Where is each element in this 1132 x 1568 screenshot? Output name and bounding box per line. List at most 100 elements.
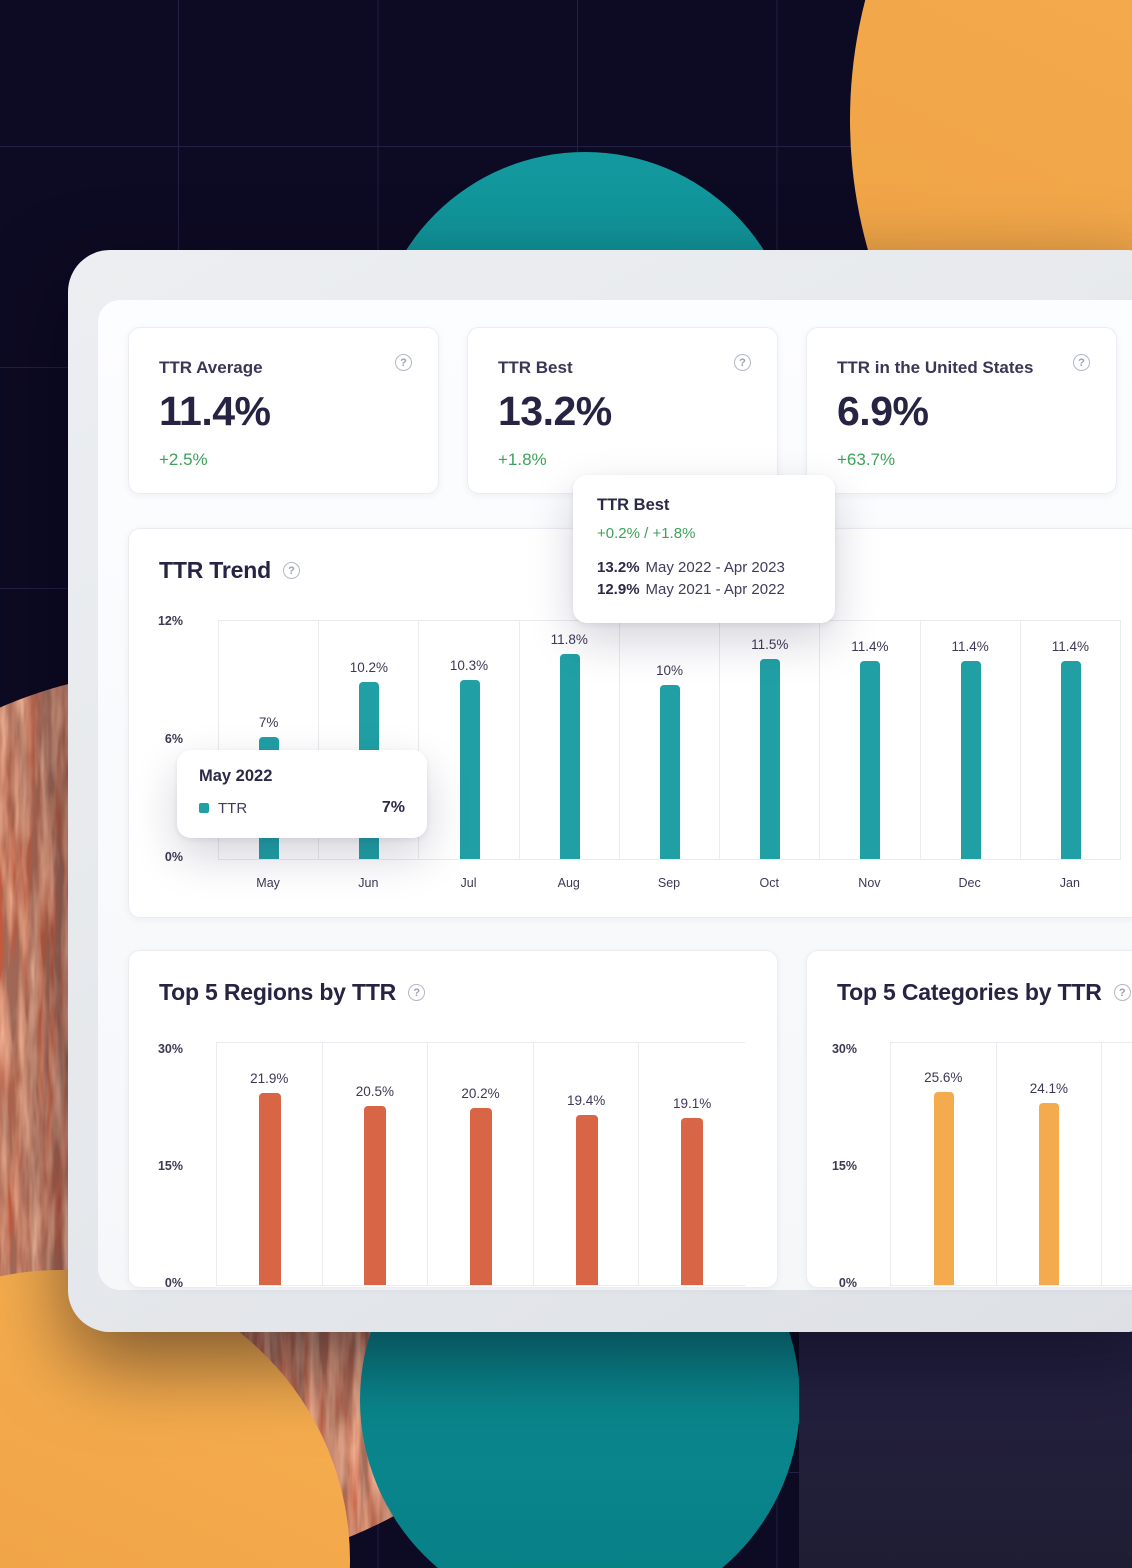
category-label: Jun [358, 876, 379, 890]
stat-value: 11.4% [159, 388, 271, 434]
help-icon[interactable]: ? [408, 984, 426, 1001]
axis-tick-label: 0% [164, 850, 183, 864]
chart-bar[interactable] [659, 685, 680, 859]
tooltip-value: 7% [381, 799, 405, 816]
history-period: May 2022 - Apr 2023 [645, 559, 785, 576]
axis-tick-label: 30% [157, 1042, 183, 1056]
ttr-series-swatch-icon [199, 803, 209, 813]
tooltip-history: 13.2% May 2022 - Apr 2023 12.9% May 2021 -… [597, 557, 811, 601]
chart-column: 10% [619, 621, 721, 859]
chart-column: 20.2% [428, 1043, 534, 1285]
chart-plot-top_categories: 25.6% 24.1% [890, 1042, 1132, 1286]
chart-bar[interactable] [258, 1093, 281, 1285]
category-label: Aug [557, 876, 580, 890]
history-value: 12.9% [597, 581, 640, 598]
axis-tick-label: 0% [838, 1276, 857, 1290]
chart-column [1102, 1043, 1132, 1285]
chart-bar[interactable] [960, 660, 981, 859]
bar-value-label: 11.8% [550, 631, 588, 647]
help-icon[interactable]: ? [395, 354, 412, 371]
chart-column: 19.4% [533, 1043, 640, 1285]
bar-value-label: 11.4% [951, 638, 989, 654]
chart-column: 19.1% [639, 1043, 745, 1285]
category-label: May [256, 876, 280, 890]
chart-column: 21.9% [217, 1043, 323, 1285]
stat-title: TTR Best [498, 358, 573, 377]
history-row: 12.9% May 2021 - Apr 2022 [597, 579, 811, 601]
navy-accent-square [799, 1332, 1132, 1568]
tooltip-title: May 2022 [199, 767, 273, 785]
chart-bar[interactable] [469, 1108, 492, 1285]
tooltip-change: +0.2% / +1.8% [597, 525, 696, 542]
chart-bar[interactable] [760, 658, 781, 859]
category-label: Jan [1059, 876, 1080, 890]
chart-bar[interactable] [933, 1091, 954, 1285]
bar-value-label: 11.5% [751, 636, 789, 652]
stat-card-ttr-average: TTR Average ? 11.4% +2.5% [128, 327, 439, 494]
chart-bar[interactable] [575, 1115, 598, 1285]
bar-value-label: 10% [655, 663, 683, 678]
axis-tick-label: 0% [164, 1276, 183, 1290]
chart-column: 11.4% [1020, 621, 1121, 859]
stat-change-badge: +1.8% [498, 450, 547, 469]
axis-tick-label: 30% [831, 1042, 857, 1056]
section-title-text: Top 5 Categories by TTR [837, 979, 1102, 1005]
chart-bar[interactable] [559, 653, 580, 859]
bar-value-label: 25.6% [924, 1069, 963, 1085]
bar-value-label: 24.1% [1029, 1081, 1069, 1097]
bar-value-label: 19.1% [673, 1095, 712, 1111]
history-row: 13.2% May 2022 - Apr 2023 [597, 557, 811, 579]
category-label: Sep [657, 876, 681, 890]
bar-value-label: 20.5% [355, 1083, 395, 1099]
tooltip-row: TTR 7% [199, 799, 405, 817]
stat-card-ttr-best: TTR Best ? 13.2% +1.8% [467, 327, 778, 494]
chart-bar[interactable] [459, 679, 480, 859]
stat-title: TTR in the United States [837, 358, 1034, 377]
bar-value-label: 10.2% [349, 659, 388, 675]
chart-column: 20.5% [322, 1043, 429, 1285]
tooltip-title: TTR Best [597, 496, 670, 514]
trend-bar-tooltip: May 2022 TTR 7% [177, 750, 427, 838]
category-label: Jul [460, 876, 477, 890]
chart-column: 11.5% [720, 621, 821, 859]
axis-tick-label: 12% [157, 614, 183, 628]
help-icon[interactable]: ? [1113, 984, 1131, 1001]
stat-value: 6.9% [837, 388, 929, 434]
section-title-text: Top 5 Regions by TTR [159, 979, 397, 1005]
section-title-regions: Top 5 Regions by TTR ? [159, 979, 426, 1006]
section-title-trend: TTR Trend ? [159, 557, 300, 584]
history-period: May 2021 - Apr 2022 [645, 581, 785, 598]
help-icon[interactable]: ? [1073, 354, 1090, 371]
chart-bar[interactable] [1039, 1103, 1060, 1285]
bar-value-label: 7% [258, 715, 279, 731]
chart-column: 24.1% [996, 1043, 1103, 1285]
section-title-text: TTR Trend [159, 557, 271, 583]
chart-column: 10.3% [419, 621, 520, 859]
stat-card-ttr-us: TTR in the United States ? 6.9% +63.7% [806, 327, 1117, 494]
ttr-best-tooltip: TTR Best +0.2% / +1.8% 13.2% May 2022 - A… [573, 475, 835, 623]
bar-value-label: 10.3% [449, 657, 489, 673]
axis-tick-label: 6% [164, 732, 183, 746]
stat-title: TTR Average [159, 358, 263, 377]
bar-value-label: 19.4% [566, 1093, 606, 1109]
chart-bar[interactable] [364, 1105, 387, 1285]
chart-bar[interactable] [681, 1117, 704, 1285]
category-label: Oct [759, 876, 779, 890]
chart-bar[interactable] [860, 660, 881, 859]
chart-column: 11.4% [820, 621, 921, 859]
stat-change-badge: +2.5% [159, 450, 208, 469]
section-title-categories: Top 5 Categories by TTR ? [837, 979, 1131, 1006]
axis-tick-label: 15% [831, 1159, 857, 1173]
help-icon[interactable]: ? [734, 354, 751, 371]
chart-plot-top_regions: 21.9% 20.5% 20.2% 19.4% 19.1% [216, 1042, 745, 1286]
chart-bar[interactable] [1060, 660, 1081, 859]
tooltip-series-label: TTR [218, 799, 248, 817]
chart-column: 11.8% [519, 621, 620, 859]
category-label: Dec [958, 876, 981, 890]
bar-value-label: 11.4% [1051, 638, 1089, 654]
stat-value: 13.2% [498, 388, 612, 434]
stat-change-badge: +63.7% [837, 450, 896, 469]
help-icon[interactable]: ? [282, 562, 300, 579]
axis-tick-label: 15% [157, 1159, 183, 1173]
